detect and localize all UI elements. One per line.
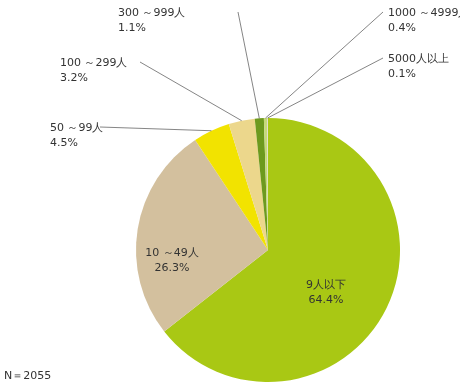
svg-text:50 ～99人4.5%: 50 ～99人4.5%	[50, 121, 104, 149]
svg-text:100 ～299人3.2%: 100 ～299人3.2%	[60, 56, 128, 84]
svg-text:10 ～49人26.3%: 10 ～49人26.3%	[145, 246, 199, 274]
svg-text:1000 ～4999人0.4%: 1000 ～4999人0.4%	[388, 6, 452, 34]
svg-text:300 ～999人1.1%: 300 ～999人1.1%	[118, 6, 186, 34]
svg-text:5000人以上0.1%: 5000人以上0.1%	[388, 52, 449, 80]
html-text:N＝2055: N＝2055	[4, 369, 52, 382]
svg-text:9人以下64.4%: 9人以下64.4%	[306, 278, 346, 306]
